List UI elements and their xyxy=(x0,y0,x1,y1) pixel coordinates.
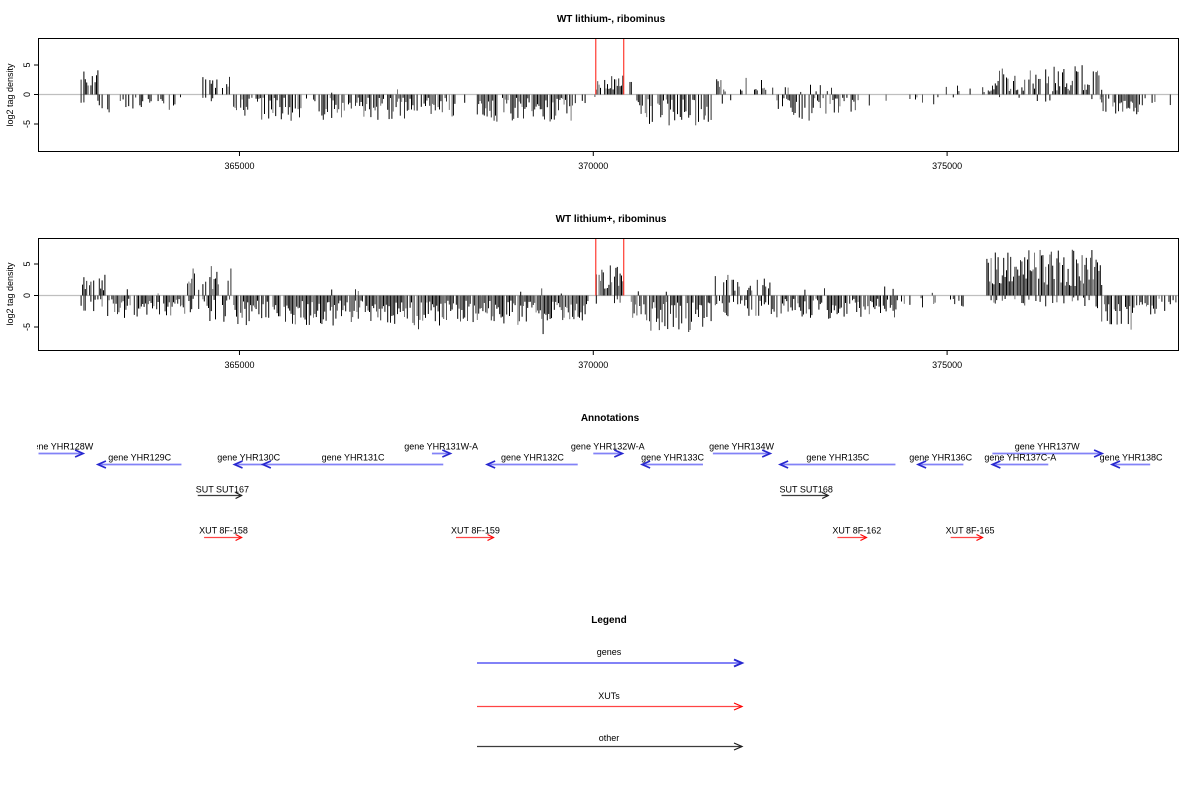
gene-label: gene YHR138C xyxy=(1100,452,1163,462)
y-tick-label: 0 xyxy=(22,92,32,97)
gene-label: gene YHR131W-A xyxy=(404,441,478,451)
gene-label: gene YHR137C-A xyxy=(984,452,1056,462)
x-tick-label: 370000 xyxy=(578,161,608,171)
panel-bottom-ylabel: log2 tag density xyxy=(5,262,15,326)
y-tick-label: 5 xyxy=(22,261,32,266)
gene-label: gene YHR136C xyxy=(909,452,972,462)
gene-label: gene YHR129C xyxy=(108,452,171,462)
xut-label: XUT 8F-162 xyxy=(832,525,881,535)
sut-arrow-head xyxy=(821,491,830,500)
panel-bottom: WT lithium+, ribominus log2 tag density … xyxy=(5,214,1179,370)
legend-arrow-other-head xyxy=(733,742,744,751)
annotations-body: gene YHR128W gene YHR129C gene YHR130C gene… xyxy=(28,441,1163,542)
panel-bottom-title: WT lithium+, ribominus xyxy=(556,214,667,225)
gene-arrow-head xyxy=(639,460,651,469)
xut-arrow-head xyxy=(235,533,243,542)
gene-label: gene YHR128W xyxy=(28,441,93,451)
gene-label: gene YHR134W xyxy=(709,441,774,451)
y-tick-label: -5 xyxy=(22,323,32,331)
panel-frame xyxy=(38,238,1179,351)
gene-arrow-head xyxy=(1109,460,1121,469)
legend-panel: Legend genes XUTs other xyxy=(477,615,745,751)
gene-arrow-head xyxy=(74,449,86,458)
legend-arrows xyxy=(477,658,745,751)
gene-arrow-head xyxy=(232,460,243,469)
xut-arrow-head xyxy=(976,533,984,542)
sut-label: SUT SUT168 xyxy=(780,484,833,494)
gene-arrow-head xyxy=(95,460,107,469)
xut-arrow-head xyxy=(860,533,868,542)
gene-arrow-head xyxy=(613,449,625,458)
x-tick-label: 365000 xyxy=(224,360,254,370)
sut-label: SUT SUT167 xyxy=(196,484,249,494)
xut-label: XUT 8F-165 xyxy=(946,525,995,535)
xut-label: XUT 8F-158 xyxy=(199,525,248,535)
xut-arrow-head xyxy=(487,533,495,542)
x-tick-label: 375000 xyxy=(932,161,962,171)
gene-label: gene YHR135C xyxy=(806,452,869,462)
legend-arrow-XUTs-head xyxy=(733,702,744,711)
gene-label: gene YHR133C xyxy=(641,452,704,462)
y-tick-label: 5 xyxy=(22,62,32,67)
y-tick-label: -5 xyxy=(22,120,32,128)
gene-arrow-head xyxy=(1093,449,1105,458)
panel-bottom-plot-area: 5 0 -5 365000 370000 375000 xyxy=(22,238,1179,370)
gene-label: gene YHR132C xyxy=(501,452,564,462)
gene-label: gene YHR130C xyxy=(217,452,280,462)
legend-arrow-genes-head xyxy=(733,658,745,668)
gene-arrow-head xyxy=(485,460,496,469)
gene-arrow-head xyxy=(990,460,1001,469)
gene-arrow-head xyxy=(260,460,272,469)
gene-arrow-head xyxy=(442,449,453,458)
xut-label: XUT 8F-159 xyxy=(451,525,500,535)
x-tick-label: 370000 xyxy=(578,360,608,370)
panel-top: WT lithium-, ribominus log2 tag density … xyxy=(5,14,1179,171)
x-tick-label: 375000 xyxy=(932,360,962,370)
gene-label: gene YHR137W xyxy=(1015,441,1080,451)
gene-arrow-head xyxy=(777,460,789,469)
gene-label: gene YHR132W-A xyxy=(571,441,645,451)
x-tick-label: 365000 xyxy=(224,161,254,171)
legend-label-xuts: XUTs xyxy=(598,691,620,701)
gene-arrow-head xyxy=(761,449,773,458)
gene-arrow-head xyxy=(915,460,927,469)
y-tick-label: 0 xyxy=(22,293,32,298)
legend-title: Legend xyxy=(591,615,627,626)
gene-label: gene YHR131C xyxy=(322,452,385,462)
annotations-title: Annotations xyxy=(581,413,640,424)
legend-label-other: other xyxy=(599,733,620,743)
panel-top-title: WT lithium-, ribominus xyxy=(557,14,666,25)
panel-top-ylabel: log2 tag density xyxy=(5,63,15,127)
sut-arrow-head xyxy=(235,491,243,500)
panel-top-plot-area: 5 0 -5 365000 370000 375000 xyxy=(22,38,1179,171)
legend-label-genes: genes xyxy=(597,647,622,657)
